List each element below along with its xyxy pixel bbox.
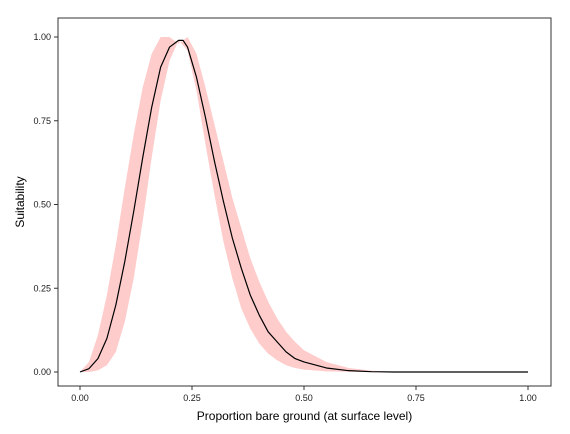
mean-line	[79, 39, 528, 373]
x-axis-title: Proportion bare ground (at surface level…	[197, 409, 412, 423]
y-tick-label: 0.75	[33, 116, 51, 126]
x-tick-label: 0.25	[183, 393, 201, 403]
y-axis: 0.00 0.25 0.50 0.75 1.00	[33, 32, 58, 377]
x-axis: 0.00 0.25 0.50 0.75 1.00	[71, 386, 537, 403]
plot-area	[79, 37, 528, 373]
y-tick-label: 1.00	[33, 32, 51, 42]
y-axis-title: Suitability	[13, 176, 27, 227]
y-tick-label: 0.50	[33, 200, 51, 210]
y-tick-label: 0.00	[33, 367, 51, 377]
x-tick-label: 0.50	[295, 393, 313, 403]
x-tick-label: 1.00	[519, 393, 537, 403]
y-tick-label: 0.25	[33, 283, 51, 293]
x-tick-label: 0.00	[71, 393, 89, 403]
x-tick-label: 0.75	[407, 393, 425, 403]
